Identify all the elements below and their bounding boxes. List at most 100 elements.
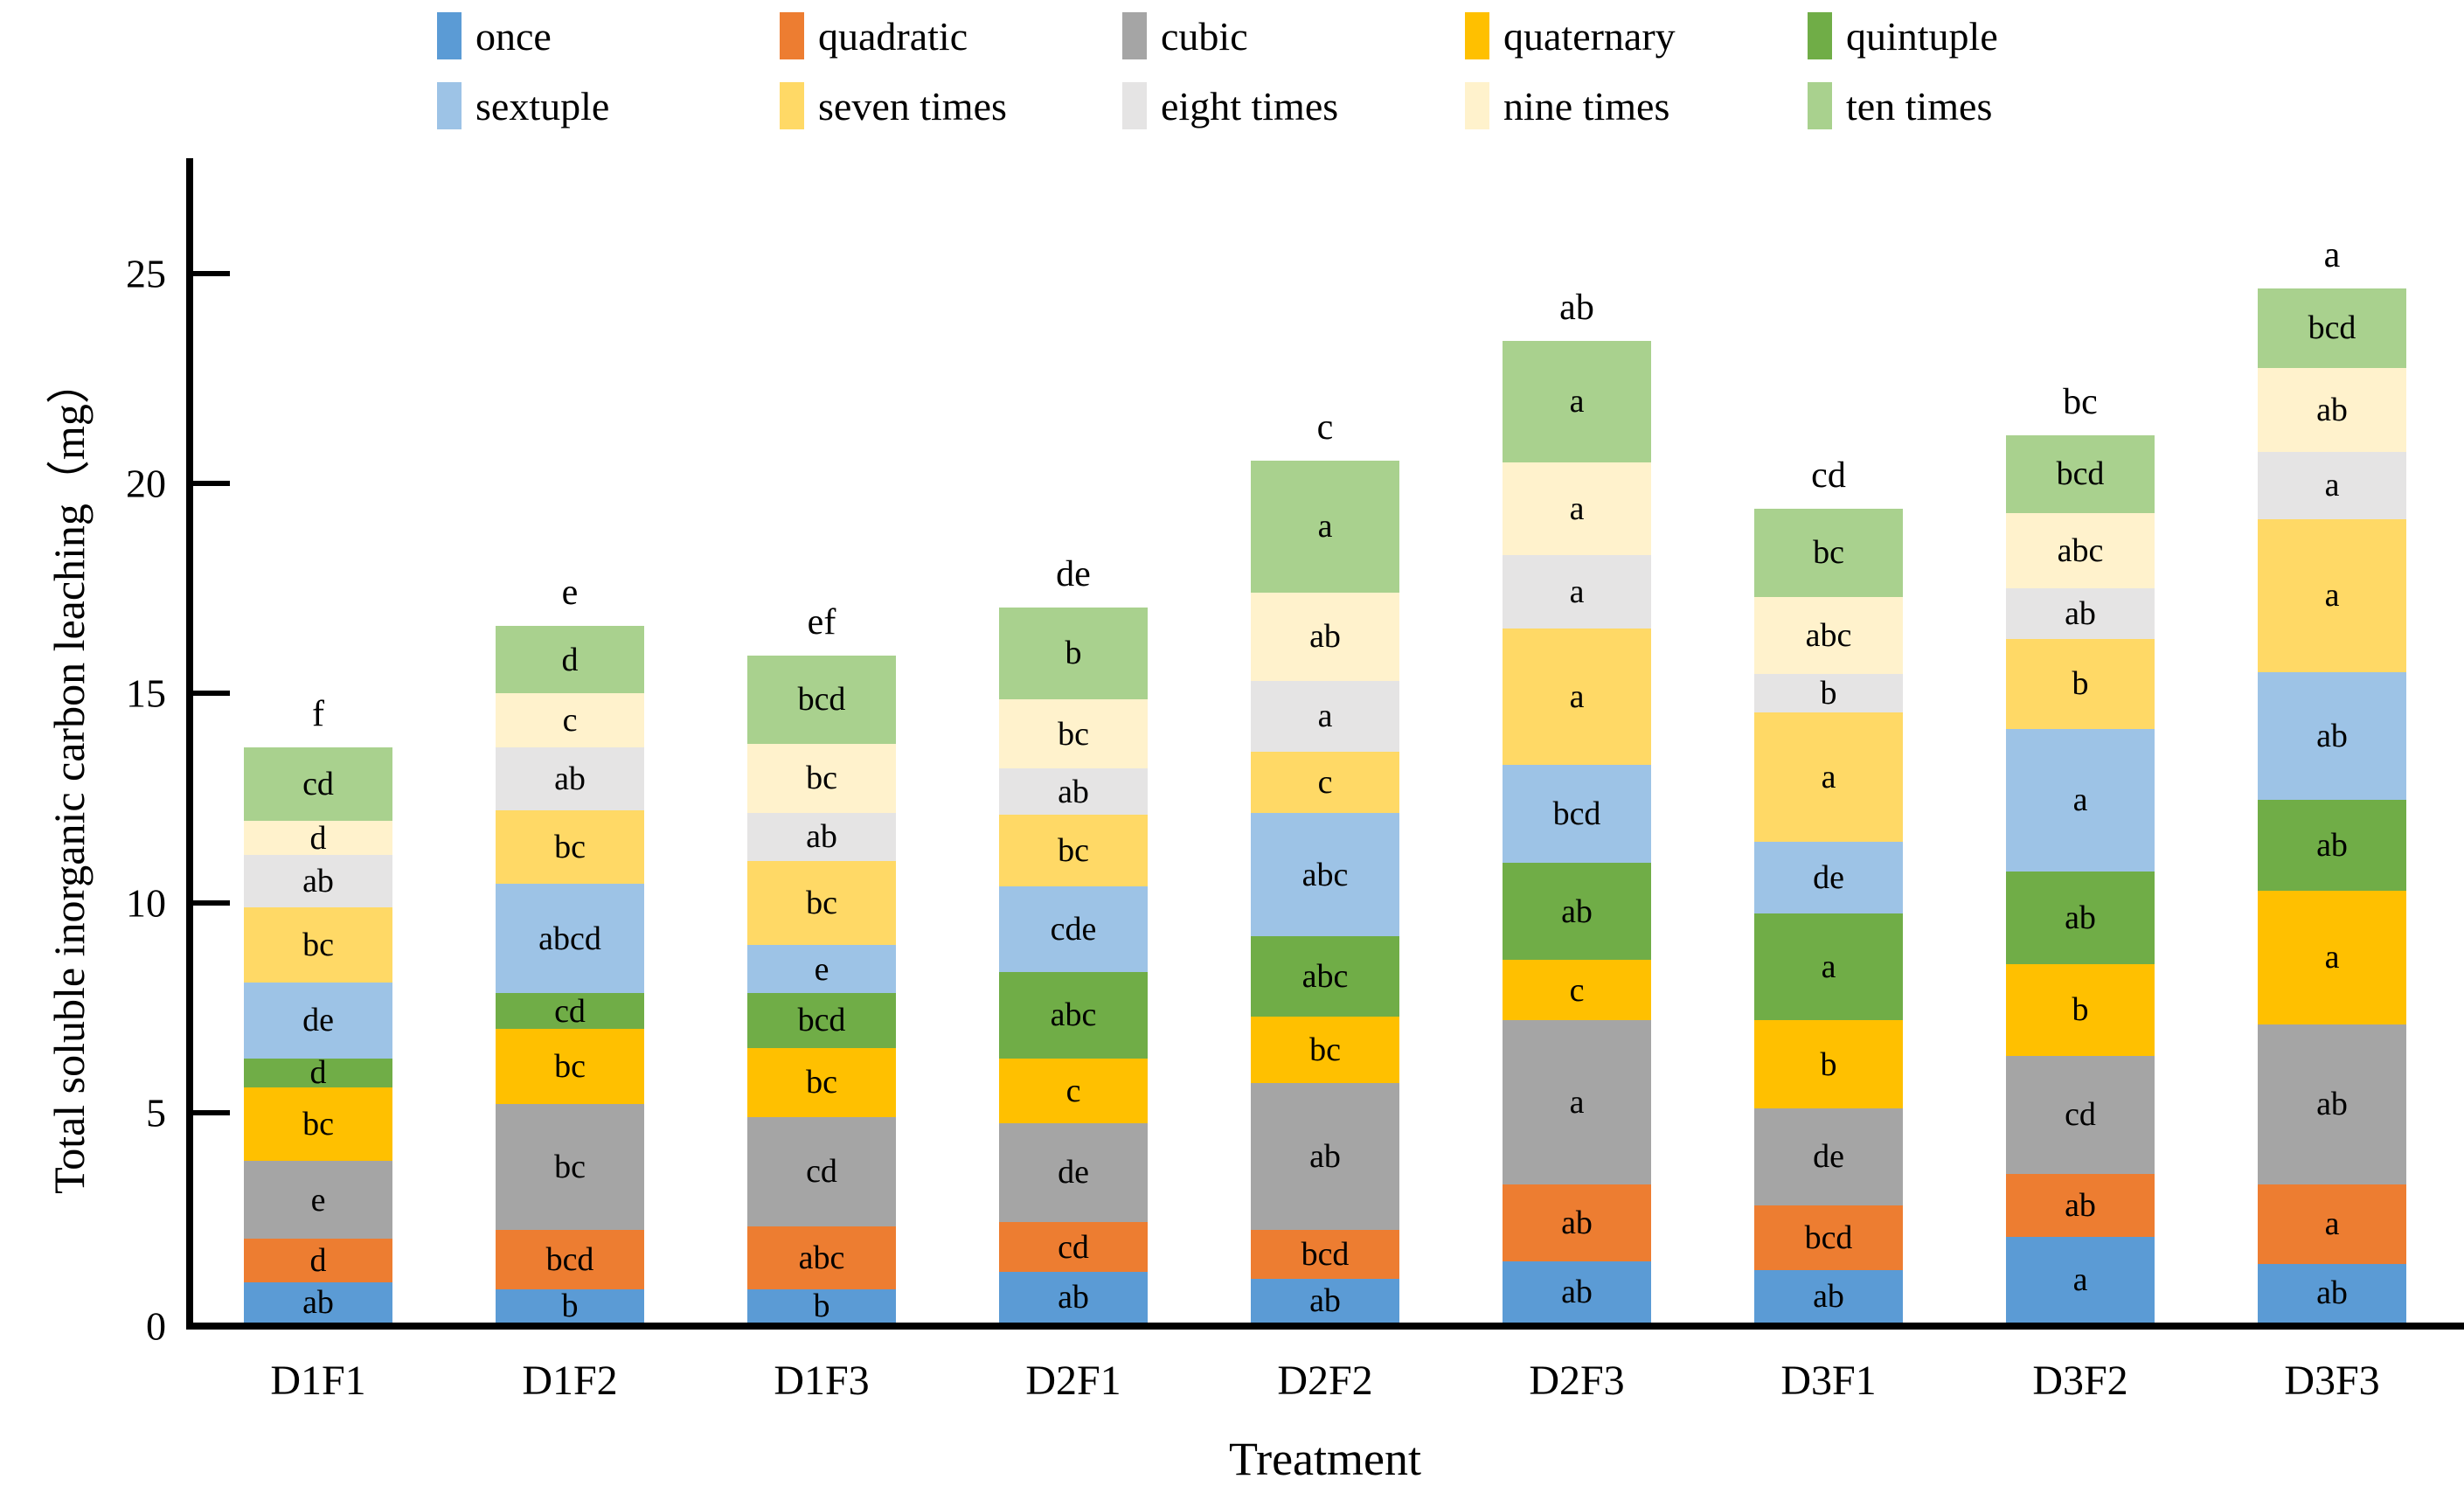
- segment-quintuple: abc: [1251, 936, 1399, 1017]
- legend-swatch-icon: [1122, 82, 1147, 129]
- y-tick-label: 20: [126, 461, 166, 506]
- segment-once: ab: [1251, 1278, 1399, 1323]
- segment-significance-letter: de: [1813, 859, 1844, 897]
- legend-item-once: once: [437, 9, 780, 63]
- segment-quintuple: cd: [496, 992, 644, 1030]
- segment-quadratic: bcd: [1251, 1230, 1399, 1279]
- segment-significance-letter: bc: [554, 1149, 586, 1186]
- segment-ten-times: bc: [1754, 508, 1903, 597]
- bar-D2F3: ab ab a c ab bcd a a a a: [1503, 340, 1651, 1323]
- segment-nine-times: d: [244, 821, 392, 855]
- segment-significance-letter: a: [2324, 939, 2340, 976]
- legend-swatch-icon: [437, 12, 462, 59]
- x-category-label: D1F2: [522, 1358, 618, 1404]
- legend-item-nine-times: nine times: [1465, 79, 1808, 133]
- legend-label: once: [475, 13, 552, 59]
- segment-significance-letter: ab: [806, 818, 837, 856]
- bar-significance-label: cd: [1811, 455, 1846, 496]
- x-category-label: D3F3: [2284, 1358, 2380, 1404]
- segment-nine-times: ab: [2258, 368, 2406, 453]
- x-category-label: D2F3: [1529, 1358, 1625, 1404]
- segment-significance-letter: b: [2072, 665, 2089, 703]
- segment-significance-letter: ab: [2316, 1274, 2348, 1312]
- segment-ten-times: d: [496, 626, 644, 694]
- segment-nine-times: bc: [999, 699, 1148, 769]
- legend-label: ten times: [1846, 83, 1993, 128]
- bar-D1F1: ab d e bc d de bc ab d cd: [244, 747, 392, 1323]
- segment-eight-times: ab: [2006, 588, 2155, 639]
- segment-quadratic: a: [2258, 1184, 2406, 1264]
- segment-quaternary: b: [2006, 963, 2155, 1057]
- segment-significance-letter: de: [302, 1002, 334, 1039]
- segment-significance-letter: cd: [554, 992, 586, 1030]
- segment-cubic: cd: [747, 1116, 896, 1226]
- segment-significance-letter: c: [562, 702, 578, 740]
- segment-significance-letter: ab: [2065, 899, 2096, 936]
- segment-significance-letter: bc: [554, 829, 586, 866]
- segment-ten-times: bcd: [2006, 434, 2155, 513]
- segment-ten-times: b: [999, 607, 1148, 700]
- segment-quadratic: bcd: [1754, 1205, 1903, 1270]
- segment-significance-letter: ab: [1561, 892, 1593, 930]
- segment-ten-times: bcd: [2258, 288, 2406, 369]
- segment-sextuple: abc: [1251, 812, 1399, 937]
- segment-seven-times: bc: [496, 810, 644, 885]
- segment-significance-letter: ab: [2065, 1186, 2096, 1224]
- segment-quadratic: bcd: [496, 1230, 644, 1289]
- segment-cubic: de: [999, 1123, 1148, 1222]
- segment-nine-times: abc: [1754, 596, 1903, 675]
- segment-significance-letter: e: [310, 1181, 326, 1219]
- segment-nine-times: ab: [1251, 592, 1399, 681]
- segment-significance-letter: bcd: [797, 1002, 846, 1039]
- legend-swatch-icon: [780, 12, 804, 59]
- segment-significance-letter: a: [1569, 383, 1585, 420]
- legend-item-quadratic: quadratic: [780, 9, 1122, 63]
- segment-significance-letter: bcd: [545, 1241, 594, 1278]
- bar-significance-label: c: [1316, 406, 1334, 448]
- segment-quaternary: bc: [747, 1047, 896, 1117]
- segment-significance-letter: ab: [1309, 1281, 1341, 1319]
- segment-significance-letter: ab: [2316, 1086, 2348, 1123]
- y-tick-label: 15: [126, 670, 166, 716]
- segment-quadratic: abc: [747, 1226, 896, 1289]
- legend-item-cubic: cubic: [1122, 9, 1465, 63]
- segment-significance-letter: de: [1058, 1154, 1089, 1191]
- segment-significance-letter: bc: [302, 927, 334, 964]
- segment-significance-letter: ab: [2316, 827, 2348, 865]
- segment-eight-times: ab: [999, 768, 1148, 816]
- segment-significance-letter: d: [309, 1054, 327, 1092]
- segment-quadratic: cd: [999, 1221, 1148, 1273]
- y-axis-tick: [193, 271, 230, 276]
- segment-significance-letter: bcd: [2056, 455, 2105, 493]
- segment-significance-letter: bc: [806, 1064, 837, 1101]
- segment-once: a: [2006, 1236, 2155, 1323]
- segment-significance-letter: a: [1317, 508, 1333, 545]
- segment-significance-letter: ab: [2316, 718, 2348, 755]
- segment-cubic: a: [1503, 1020, 1651, 1184]
- segment-eight-times: a: [2258, 452, 2406, 519]
- segment-quaternary: bc: [496, 1029, 644, 1105]
- segment-significance-letter: ab: [1813, 1277, 1844, 1315]
- segment-nine-times: c: [496, 693, 644, 748]
- segment-significance-letter: a: [1821, 948, 1836, 986]
- y-axis-tick: [193, 481, 230, 486]
- segment-significance-letter: ab: [1561, 1274, 1593, 1311]
- segment-significance-letter: abcd: [538, 920, 601, 957]
- legend-swatch-icon: [1465, 12, 1489, 59]
- segment-significance-letter: bcd: [1552, 795, 1601, 833]
- legend-label: eight times: [1161, 83, 1339, 128]
- y-axis-title: Total soluble inorganic carbon leaching（…: [45, 360, 94, 1194]
- segment-significance-letter: ab: [1058, 773, 1089, 810]
- segment-significance-letter: c: [1569, 971, 1585, 1009]
- x-category-label: D3F1: [1780, 1358, 1877, 1404]
- segment-significance-letter: a: [1821, 759, 1836, 796]
- segment-significance-letter: cde: [1050, 911, 1097, 948]
- bar-significance-label: de: [1056, 553, 1091, 594]
- segment-sextuple: cde: [999, 885, 1148, 973]
- segment-significance-letter: c: [1317, 764, 1333, 802]
- segment-sextuple: de: [244, 983, 392, 1059]
- segment-quintuple: ab: [2006, 872, 2155, 964]
- segment-quaternary: bc: [244, 1087, 392, 1162]
- segment-significance-letter: a: [1569, 490, 1585, 527]
- segment-significance-letter: b: [1820, 675, 1837, 712]
